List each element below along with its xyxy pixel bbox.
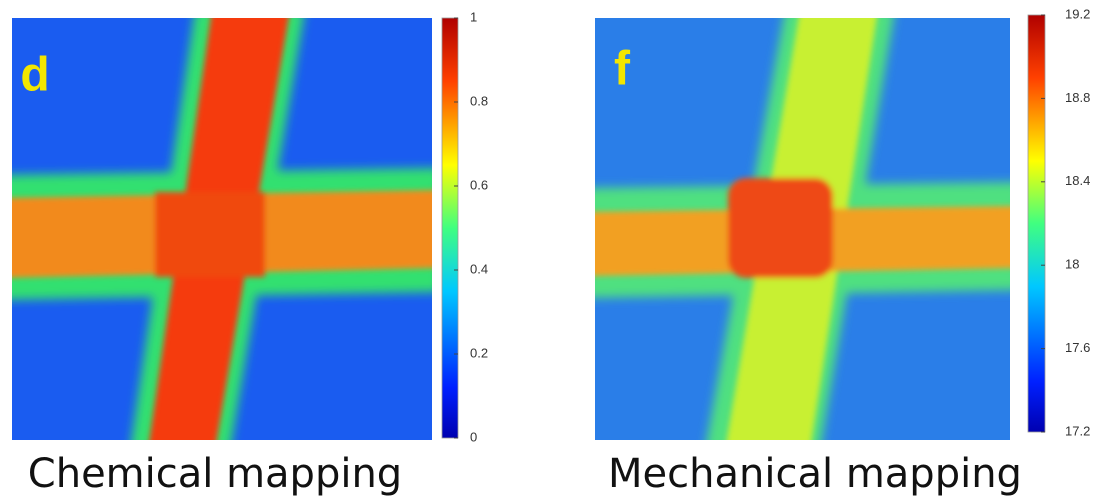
colorbar-tick-label: 17.6: [1065, 340, 1090, 355]
caption: Chemical mapping: [28, 451, 402, 497]
colorbar-tick-label: 0.6: [470, 177, 488, 192]
heatmap-image: [585, 10, 1020, 450]
colorbar: [1028, 15, 1045, 432]
colorbar-tick-label: 0.2: [470, 345, 488, 360]
colorbar-tick-label: 0.8: [470, 93, 488, 108]
colorbar-tick-label: 0: [470, 429, 477, 444]
colorbar-tick-label: 18.4: [1065, 173, 1090, 188]
caption: Mechanical mapping: [608, 451, 1022, 497]
colorbar-tick-label: 1: [470, 9, 477, 24]
colorbar: [442, 18, 458, 438]
colorbar-tick-label: 18: [1065, 257, 1079, 272]
colorbar-tick-label: 19.2: [1065, 6, 1090, 21]
heatmap-image: [0, 10, 440, 450]
panel-label: d: [20, 49, 49, 102]
colorbar-tick-label: 17.2: [1065, 423, 1090, 438]
panel-label: f: [614, 43, 631, 96]
colorbar-tick-label: 18.8: [1065, 90, 1090, 105]
colorbar-tick-label: 0.4: [470, 261, 488, 276]
figure: d Chemical mapping 0 0.2 0.4 0.6 0.8 1 f Mechanic…: [0, 0, 1109, 502]
